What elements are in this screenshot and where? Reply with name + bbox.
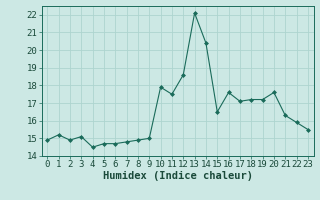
X-axis label: Humidex (Indice chaleur): Humidex (Indice chaleur) (103, 171, 252, 181)
